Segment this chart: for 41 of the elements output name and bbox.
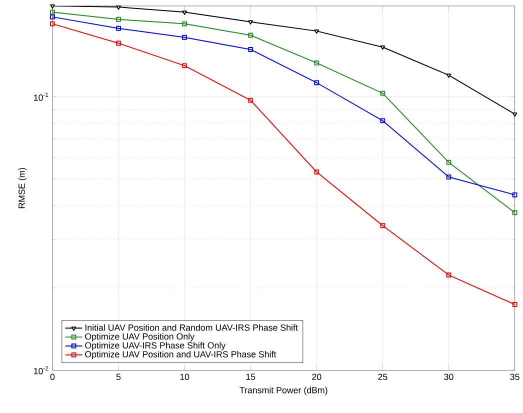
- point: [182, 63, 188, 68]
- point: [314, 60, 320, 66]
- x-tick-label: 5: [116, 374, 121, 380]
- x-tick-label: 10: [180, 374, 190, 380]
- point: [248, 32, 254, 38]
- point: [182, 21, 188, 26]
- point: [182, 10, 187, 15]
- point: [248, 98, 254, 103]
- x-tick-label: 0: [50, 374, 55, 380]
- x-tick-label: 35: [510, 374, 520, 380]
- legend-label: Optimize UAV-IRS Phase Shift Only: [85, 342, 226, 350]
- point: [446, 160, 452, 165]
- x-tick-label: 20: [312, 374, 322, 380]
- point: [380, 90, 386, 96]
- point: [446, 174, 452, 180]
- y-tick-label: 10$^{-2}$: [34, 366, 48, 374]
- legend-label: Optimize UAV Position and UAV-IRS Phase Shift: [85, 351, 276, 360]
- point: [380, 118, 386, 124]
- point: [248, 47, 254, 52]
- point: [116, 26, 121, 31]
- point: [182, 35, 188, 40]
- point: [314, 80, 320, 86]
- x-axis-title: Transmit Power (dBm): [240, 386, 328, 396]
- point: [512, 112, 518, 117]
- point: [314, 170, 320, 175]
- y-axis-title: RMSE (m): [18, 168, 27, 208]
- point: [116, 17, 121, 22]
- point: [314, 30, 320, 34]
- point: [116, 6, 121, 10]
- x-tick-label: 15: [246, 374, 256, 380]
- y-tick-label: 10$^{-1}$: [34, 92, 48, 101]
- point: [380, 223, 386, 228]
- point: [380, 46, 386, 50]
- x-tick-label: 30: [444, 374, 454, 380]
- point: [446, 74, 452, 78]
- point: [446, 272, 452, 278]
- point: [248, 20, 253, 25]
- point: [116, 40, 121, 46]
- legend-label: Initial UAV Position and Random UAV-IRS Phase Shift: [85, 324, 298, 331]
- x-tick-label: 25: [378, 374, 388, 380]
- legend-label: Optimize UAV Position Only: [85, 333, 194, 342]
